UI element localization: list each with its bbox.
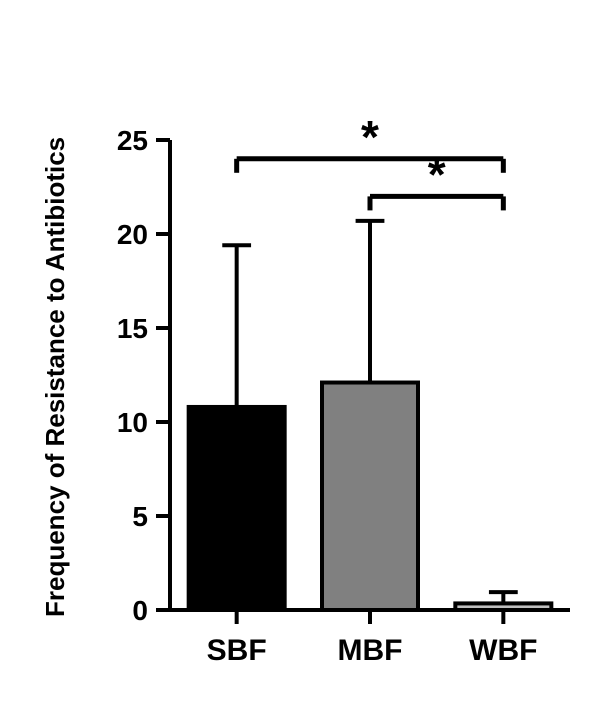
bar-chart: 0 5 10 15 20 25 SBF MBF WBF * * (0, 0, 596, 701)
ytick-label: 20 (117, 219, 148, 250)
y-axis-label: Frequency of Resistance to Antibiotics (40, 137, 71, 617)
ytick-label: 25 (117, 125, 148, 156)
ytick-label: 5 (132, 501, 148, 532)
bar-SBF (189, 407, 285, 610)
ytick-label: 10 (117, 407, 148, 438)
bar-MBF (322, 383, 418, 610)
category-label-WBF: WBF (469, 634, 537, 667)
ytick-label: 0 (132, 595, 148, 626)
category-label-MBF: MBF (338, 634, 403, 667)
significance-star-1: * (428, 148, 446, 200)
significance-star-0: * (361, 111, 379, 163)
category-label-SBF: SBF (207, 634, 267, 667)
chart-container: 0 5 10 15 20 25 SBF MBF WBF * * Frequency of Resis… (0, 0, 596, 701)
ytick-label: 15 (117, 313, 148, 344)
